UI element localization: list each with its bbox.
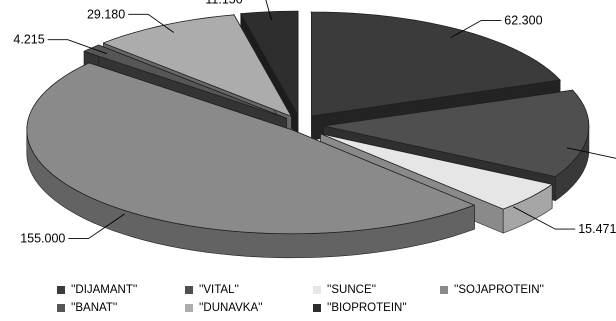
leader-line — [68, 213, 125, 240]
leader-line — [450, 19, 502, 38]
data-label: 29.180 — [87, 7, 125, 21]
legend-swatch — [313, 304, 321, 312]
legend-item-banat: ''BANAT'' — [57, 302, 117, 314]
leader-line — [128, 13, 174, 33]
legend-swatch — [57, 304, 65, 312]
pie-slice-top — [240, 10, 299, 117]
legend-swatch — [185, 304, 193, 312]
legend-item-sojaprotein: ''SOJAPROTEIN'' — [440, 284, 544, 296]
legend-label: ''BIOPROTEIN'' — [327, 302, 407, 314]
legend-item-sunce: ''SUNCE'' — [313, 284, 376, 296]
legend-swatch — [313, 286, 321, 294]
legend-swatch — [440, 286, 448, 294]
pie-slice-top — [26, 62, 475, 235]
data-label: 4.215 — [13, 33, 44, 47]
pie-slice-top — [320, 133, 553, 210]
legend-label: ''SUNCE'' — [327, 284, 377, 296]
pie-slice-top — [311, 11, 561, 117]
leader-line — [513, 206, 576, 230]
data-label: 11.150 — [205, 0, 242, 6]
legend-label: ''DIJAMANT'' — [71, 284, 138, 296]
legend-label: ''DUNAVKA'' — [199, 302, 263, 314]
leader-line — [265, 0, 272, 21]
leader-line — [47, 39, 107, 55]
data-label: 62.300 — [504, 13, 542, 27]
data-label: 155.000 — [20, 232, 65, 246]
pie-slice — [26, 62, 475, 259]
legend-item-bioprotein: ''BIOPROTEIN'' — [313, 302, 407, 314]
legend-swatch — [57, 286, 65, 294]
legend-label: ''SOJAPROTEIN'' — [454, 284, 544, 296]
legend-label: ''VITAL'' — [199, 284, 239, 296]
legend-swatch — [185, 286, 193, 294]
leader-line — [566, 147, 616, 159]
pie-slice-top — [102, 14, 293, 118]
pie-slice-top — [83, 44, 287, 119]
legend-item-dijamant: ''DIJAMANT'' — [57, 284, 137, 296]
legend-item-dunavka: ''DUNAVKA'' — [185, 302, 263, 314]
legend-label: ''BANAT'' — [71, 302, 118, 314]
data-label: 15.471 — [578, 222, 616, 236]
pie-slice-top — [323, 89, 590, 178]
legend-item-vital: ''VITAL'' — [185, 284, 239, 296]
